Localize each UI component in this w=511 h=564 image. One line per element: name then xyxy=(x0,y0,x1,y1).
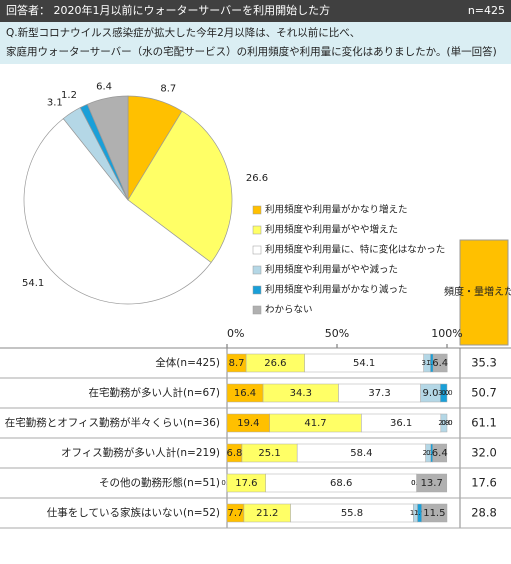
bar-value-label: 7.7 xyxy=(228,508,244,519)
total-header-box xyxy=(459,239,509,346)
pie-label: 3.1 xyxy=(47,98,63,109)
pie-label: 26.6 xyxy=(246,173,268,184)
question-box xyxy=(0,22,511,64)
total-header: 頻度・量増えた計 xyxy=(444,285,511,298)
total-value: 35.3 xyxy=(471,356,497,370)
bar-segment xyxy=(440,383,448,403)
bar-value-label: 2.8 xyxy=(438,419,449,427)
bar-value-label: 0.0 xyxy=(441,419,452,427)
bar-value-label: 16.4 xyxy=(234,388,256,399)
bar-value-label: 1.2 xyxy=(426,359,437,367)
category-label: オフィス勤務が多い人計(n=219) xyxy=(61,446,220,459)
total-value: 50.7 xyxy=(471,386,497,400)
total-value: 28.8 xyxy=(471,506,497,520)
legend-label: 利用頻度や利用量がやや減った xyxy=(265,264,398,276)
bar-segment xyxy=(432,353,448,373)
category-label: 在宅勤務とオフィス勤務が半々くらい(n=36) xyxy=(5,416,220,429)
pie-slice xyxy=(86,95,129,201)
header-n: n=425 xyxy=(468,4,505,17)
bar-value-label: 34.3 xyxy=(290,388,312,399)
bar-value-label: 25.1 xyxy=(258,448,280,459)
header-bar xyxy=(0,0,511,22)
bar-value-label: 41.7 xyxy=(304,418,326,429)
bar-value-label: 6.8 xyxy=(227,448,243,459)
bar-value-label: 13.7 xyxy=(421,478,443,489)
question: Q.新型コロナウイルス感染症が拡大した今年2月以降は、それ以前に比べ、 xyxy=(6,26,360,39)
bar-value-label: 1.9 xyxy=(414,509,425,517)
bar-value-label: 0.0 xyxy=(441,419,452,427)
pie-slice xyxy=(127,110,233,264)
legend-swatch xyxy=(252,285,262,295)
category-label: 在宅勤務が多い人計(n=67) xyxy=(88,386,220,399)
question: 家庭用ウォーターサーバー（水の宅配サービス）の利用頻度や利用量に変化はありました… xyxy=(6,45,497,58)
bar-value-label: 0.9 xyxy=(426,449,437,457)
legend-label: 利用頻度や利用量に、特に変化はなかった xyxy=(265,244,445,256)
pie-label: 54.1 xyxy=(22,278,44,289)
pie-label: 8.7 xyxy=(160,83,176,94)
total-value: 32.0 xyxy=(471,446,497,460)
bar-value-label: 17.6 xyxy=(235,478,257,489)
legend-swatch xyxy=(252,265,262,275)
bar-value-label: 68.6 xyxy=(330,478,352,489)
category-label: 全体(n=425) xyxy=(155,356,220,369)
bar-segment xyxy=(421,503,448,523)
legend-label: わからない xyxy=(265,305,313,316)
bar-segment xyxy=(440,413,448,433)
total-value: 61.1 xyxy=(471,416,497,430)
pie-slice xyxy=(23,118,212,305)
header-title: 回答者： 2020年1月以前にウォーターサーバーを利用開始した方 xyxy=(6,3,330,17)
bar-value-label: 9.0 xyxy=(423,388,439,399)
bar-value-label: 2.3 xyxy=(423,449,434,457)
bar-value-label: 6.4 xyxy=(432,448,448,459)
bar-value-label: 36.1 xyxy=(390,418,412,429)
bar-segment xyxy=(432,443,448,463)
legend-label: 利用頻度や利用量がやや増えた xyxy=(265,224,398,236)
bar-value-label: 21.2 xyxy=(256,508,278,519)
bar-value-label: 54.1 xyxy=(353,358,375,369)
pie-label: 1.2 xyxy=(61,90,77,101)
total-value: 17.6 xyxy=(471,476,497,490)
legend-swatch xyxy=(252,305,262,315)
x-tick-label: 100% xyxy=(431,327,462,340)
legend-swatch xyxy=(252,205,262,215)
legend-label: 利用頻度や利用量がかなり増えた xyxy=(265,204,408,216)
bar-value-label: 11.5 xyxy=(423,508,445,519)
bar-value-label: 37.3 xyxy=(368,388,390,399)
category-label: 仕事をしている家族はいない(n=52) xyxy=(47,506,220,519)
category-label: その他の勤務形態(n=51) xyxy=(99,476,220,489)
bar-value-label: 6.4 xyxy=(432,358,448,369)
legend-swatch xyxy=(252,245,262,255)
bar-value-label: 3.1 xyxy=(422,359,433,367)
bar-value-label: 0.0 xyxy=(441,389,452,397)
x-tick-label: 0% xyxy=(227,327,244,340)
legend-swatch xyxy=(252,225,262,235)
bar-value-label: 26.6 xyxy=(264,358,286,369)
bar-value-label: 55.8 xyxy=(341,508,363,519)
x-tick-label: 50% xyxy=(325,327,349,340)
bar-value-label: 8.7 xyxy=(229,358,245,369)
bar-value-label: 19.4 xyxy=(237,418,259,429)
legend-label: 利用頻度や利用量がかなり減った xyxy=(265,284,408,296)
bar-value-label: 58.4 xyxy=(350,448,372,459)
bar-segment xyxy=(416,473,448,493)
bar-value-label: 1.9 xyxy=(410,509,421,517)
bar-value-label: 3.0 xyxy=(438,389,449,397)
pie-label: 6.4 xyxy=(96,81,112,92)
